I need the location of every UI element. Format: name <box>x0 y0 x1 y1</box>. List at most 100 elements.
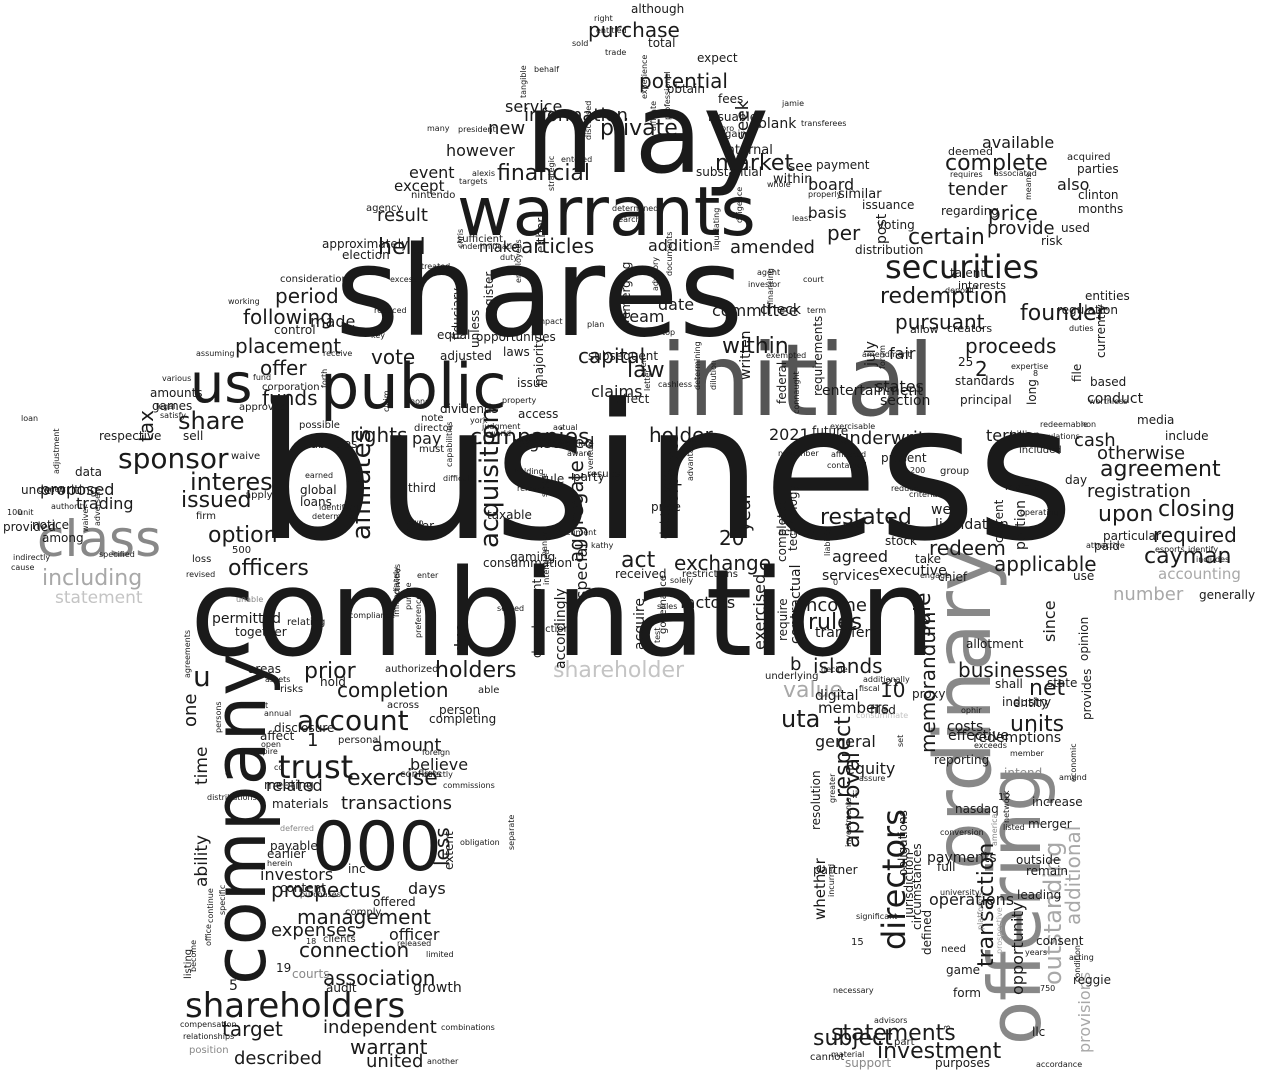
word-113: time <box>192 747 212 785</box>
word-250: loss <box>192 554 211 565</box>
word-507: member <box>1010 749 1045 758</box>
word-24: complete <box>945 151 1048 176</box>
word-263: case <box>223 758 232 776</box>
word-269: content <box>280 881 326 895</box>
word-158: 2 <box>975 357 988 381</box>
word-454: tangible <box>519 65 528 98</box>
word-114: one <box>180 694 201 728</box>
word-288: foreign <box>422 748 450 757</box>
word-368: opinion <box>1077 617 1091 661</box>
word-447: letter <box>643 369 652 391</box>
word-355: executive <box>879 563 947 579</box>
word-70: sale <box>911 592 936 637</box>
word-167: effective <box>948 728 1009 744</box>
word-483: preference <box>414 595 423 638</box>
word-72: islands <box>813 654 883 678</box>
word-579: 4 <box>0 0 6 3</box>
word-383: outside <box>1016 853 1060 867</box>
word-60: restated <box>820 505 912 530</box>
word-573: 15 <box>851 937 864 948</box>
word-108: terms <box>986 426 1032 445</box>
word-144: fair <box>889 344 916 363</box>
word-270: continue <box>206 888 215 923</box>
word-244: underwriting <box>21 483 98 497</box>
word-576: 18 <box>306 937 316 946</box>
word-337: restrictions <box>682 569 738 580</box>
word-47: held <box>378 235 426 260</box>
word-252: unable <box>236 595 263 604</box>
word-479: intended <box>542 550 551 586</box>
word-470: contained <box>827 461 867 470</box>
word-35: within <box>722 334 789 359</box>
word-386: consent <box>1036 934 1084 948</box>
word-554: regulations <box>1035 432 1080 441</box>
word-141: general <box>815 732 876 751</box>
word-152: officer <box>389 925 440 944</box>
word-452: least <box>792 214 811 223</box>
word-419: november <box>778 449 819 458</box>
word-253: permitted <box>212 611 281 627</box>
word-83: investment <box>877 1039 1002 1064</box>
word-162: whether <box>811 857 829 920</box>
word-266: payable <box>270 839 318 853</box>
word-437: key <box>371 331 385 340</box>
word-45: following <box>243 305 333 329</box>
word-98: connection <box>299 938 409 962</box>
word-334: emerging <box>619 262 633 319</box>
word-237: amounts <box>150 386 203 400</box>
word-26: tender <box>948 179 1008 200</box>
word-221: although <box>631 2 684 16</box>
word-104: united <box>366 1051 423 1072</box>
word-570: 200 <box>910 466 925 475</box>
word-422: relevant <box>517 484 550 493</box>
word-153: pay <box>412 429 441 448</box>
word-2: shares <box>335 221 743 365</box>
word-540: identifying <box>319 503 361 512</box>
word-75: units <box>1010 712 1064 737</box>
word-279: released <box>397 939 431 948</box>
word-495: open <box>261 740 281 749</box>
word-41: share <box>178 407 245 435</box>
word-154: claims <box>591 382 642 401</box>
word-430: targets <box>459 177 488 186</box>
word-64: closing <box>1158 497 1235 522</box>
word-468: redeemable <box>1040 420 1088 429</box>
word-357: technology <box>786 484 800 551</box>
word-5: initial <box>660 322 935 439</box>
word-536: adversely <box>93 487 102 526</box>
word-163: operations <box>929 890 1014 909</box>
word-442: term <box>807 306 826 315</box>
word-335: subsequent <box>588 349 658 363</box>
word-208: see <box>788 159 813 175</box>
word-402: defined <box>920 910 934 955</box>
word-79: approval <box>840 752 865 848</box>
word-439: investor <box>748 280 781 289</box>
word-39: sponsor <box>118 442 229 475</box>
word-581: 30 <box>0 0 13 3</box>
word-472: reduce <box>891 484 919 493</box>
word-284: comply <box>345 907 381 918</box>
word-475: single <box>540 473 549 497</box>
word-200: entertainment <box>822 383 923 399</box>
word-350: exercised <box>750 574 769 650</box>
word-498: purchases <box>300 890 341 899</box>
word-55: affiliates <box>347 429 377 540</box>
word-254: together <box>235 625 287 639</box>
word-118: trading <box>76 494 134 513</box>
word-343: due <box>451 623 470 653</box>
word-552: pro <box>721 124 734 133</box>
word-136: year <box>734 491 755 532</box>
word-137: 20 <box>719 526 744 550</box>
word-294: hold <box>320 675 346 689</box>
word-190: creators <box>947 322 992 335</box>
word-503: consummate <box>856 711 908 720</box>
word-249: cause <box>11 563 35 572</box>
word-93: exercise <box>347 766 438 791</box>
word-533: advisory <box>651 257 660 291</box>
word-40: interest <box>190 468 282 496</box>
word-433: search <box>614 215 641 224</box>
word-318: issue <box>517 376 548 390</box>
word-260: disclosure <box>274 721 334 735</box>
word-131: seek <box>733 100 753 140</box>
word-180: based <box>1090 375 1126 389</box>
